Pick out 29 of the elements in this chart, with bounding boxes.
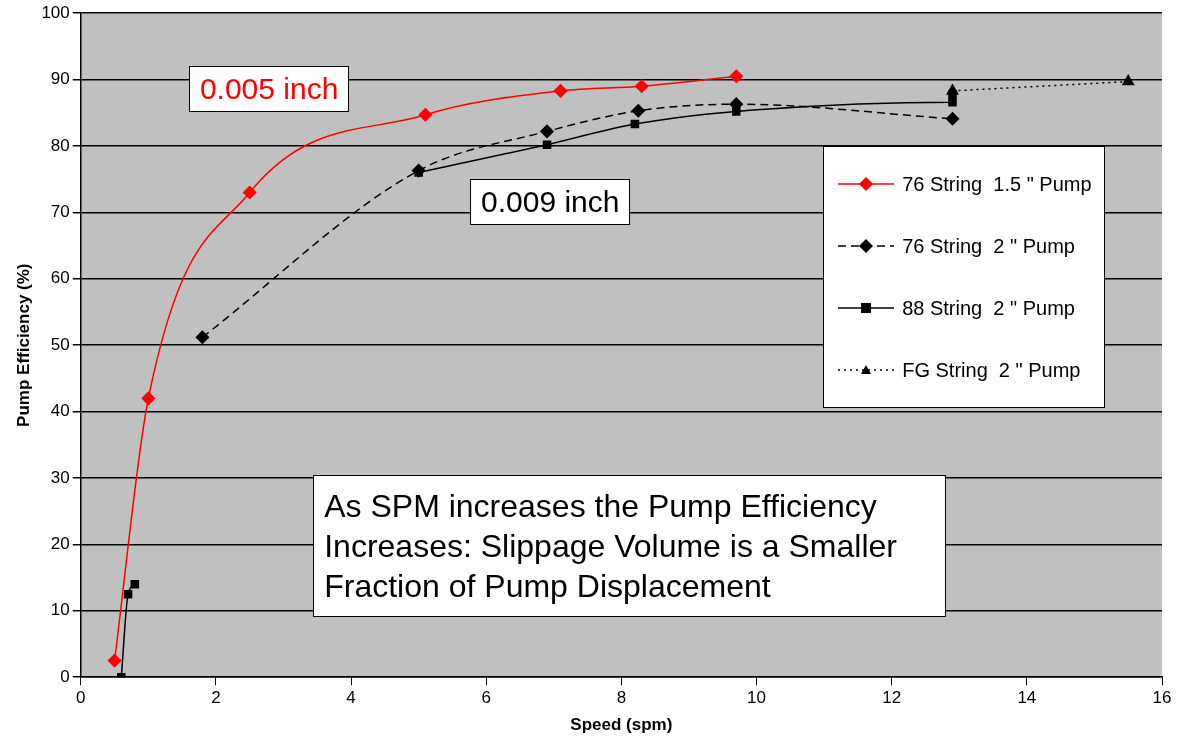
x-tick-label: 10 — [747, 688, 766, 708]
x-tick-label: 8 — [616, 688, 627, 708]
x-tick-label: 4 — [346, 688, 356, 708]
y-tick-label: 100 — [41, 2, 70, 22]
annotation: 0.005 inch — [188, 66, 350, 113]
legend-label: 76 String 1.5 " Pump — [902, 172, 1092, 196]
legend-label: 76 String 2 " Pump — [902, 234, 1075, 258]
y-tick-label: 80 — [50, 135, 70, 155]
x-tick-label: 2 — [211, 688, 221, 708]
annotation: 0.009 inch — [470, 179, 631, 226]
y-axis-title: Pump Efficiency (%) — [13, 263, 33, 427]
x-tick-label: 14 — [1017, 688, 1037, 708]
y-tick-label: 60 — [50, 268, 70, 288]
x-tick-label: 6 — [481, 688, 491, 708]
y-tick-label: 10 — [50, 600, 70, 620]
x-tick-label: 12 — [882, 688, 902, 708]
legend-label: 88 String 2 " Pump — [902, 296, 1075, 320]
x-tick-label: 0 — [76, 688, 86, 708]
annotation: As SPM increases the Pump Efficiency Increases: Slippage Volume is a Smaller Fraction of Pump Displacement — [313, 474, 947, 617]
y-tick-label: 30 — [50, 467, 70, 487]
y-tick-label: 0 — [60, 666, 70, 686]
y-tick-label: 90 — [50, 69, 70, 89]
x-axis-title: Speed (spm) — [570, 715, 673, 735]
y-tick-label: 70 — [50, 202, 70, 222]
y-tick-label: 20 — [50, 534, 70, 554]
y-tick-label: 50 — [50, 334, 70, 354]
x-tick-label: 16 — [1152, 688, 1172, 708]
legend-label: FG String 2 " Pump — [902, 358, 1081, 382]
y-tick-label: 40 — [50, 401, 70, 421]
